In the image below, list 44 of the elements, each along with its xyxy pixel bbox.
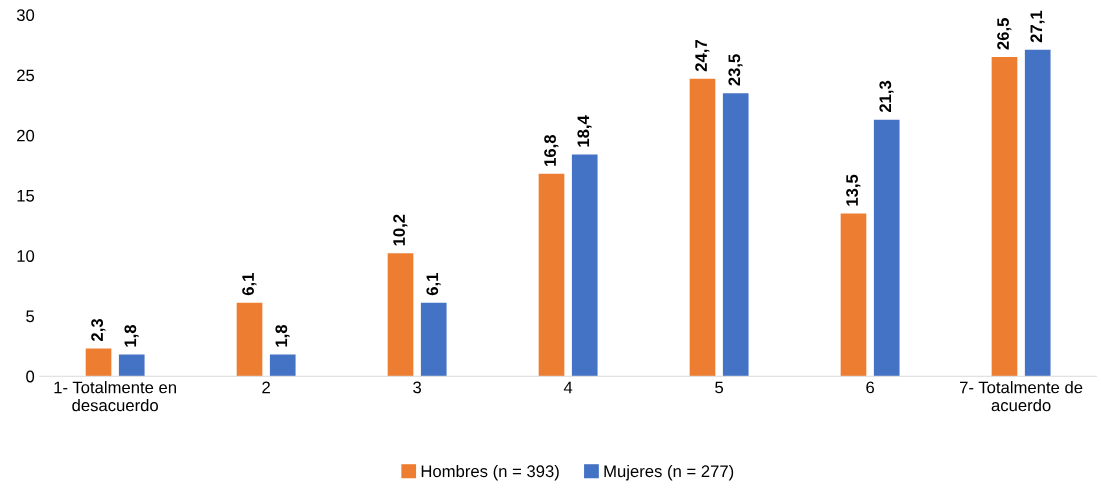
y-tick-label: 15 — [17, 190, 35, 202]
x-tick-label: 7- Totalmente de acuerdo — [960, 381, 1083, 412]
data-label: 16,8 — [544, 134, 559, 166]
y-tick-label: 0 — [26, 370, 35, 383]
bar — [118, 354, 145, 377]
bar — [387, 253, 414, 377]
data-label: 1,8 — [124, 324, 139, 347]
bar — [722, 93, 749, 377]
bar — [85, 348, 112, 377]
data-label: 21,3 — [879, 80, 894, 113]
data-label: 2,3 — [91, 318, 106, 341]
y-tick-label: 20 — [17, 129, 35, 142]
bar — [689, 78, 716, 377]
bar — [420, 302, 447, 377]
bar — [991, 57, 1018, 377]
x-tick-label: 1- Totalmente en desacuerdo — [54, 381, 176, 412]
x-tick-label: 4 — [563, 381, 573, 394]
y-tick-label: 25 — [17, 69, 35, 82]
y-tick-label: 5 — [26, 310, 35, 323]
x-tick-label: 5 — [715, 381, 724, 394]
data-label: 6,1 — [426, 273, 441, 296]
data-label: 6,1 — [242, 273, 257, 296]
y-tick-label: 10 — [17, 250, 35, 262]
bar — [840, 213, 867, 377]
legend-label: Hombres (n = 393) — [421, 464, 559, 481]
legend-label: Mujeres (n = 277) — [604, 464, 734, 481]
bar — [873, 119, 900, 377]
bar — [269, 354, 296, 377]
x-tick-label: 3 — [413, 381, 422, 394]
data-label: 13,5 — [846, 174, 861, 206]
bar — [236, 302, 263, 377]
data-label: 23,5 — [728, 54, 743, 86]
bar — [571, 154, 598, 377]
data-label: 26,5 — [997, 18, 1012, 50]
data-label: 27,1 — [1030, 10, 1045, 43]
data-label: 18,4 — [577, 115, 592, 147]
data-label: 24,7 — [695, 40, 710, 72]
bar — [538, 173, 565, 377]
data-label: 10,2 — [393, 214, 408, 246]
bar — [1024, 49, 1051, 377]
data-label: 1,8 — [275, 324, 290, 347]
x-tick-label: 6 — [866, 381, 875, 394]
x-tick-label: 2 — [262, 381, 270, 394]
y-tick-label: 30 — [16, 9, 35, 22]
